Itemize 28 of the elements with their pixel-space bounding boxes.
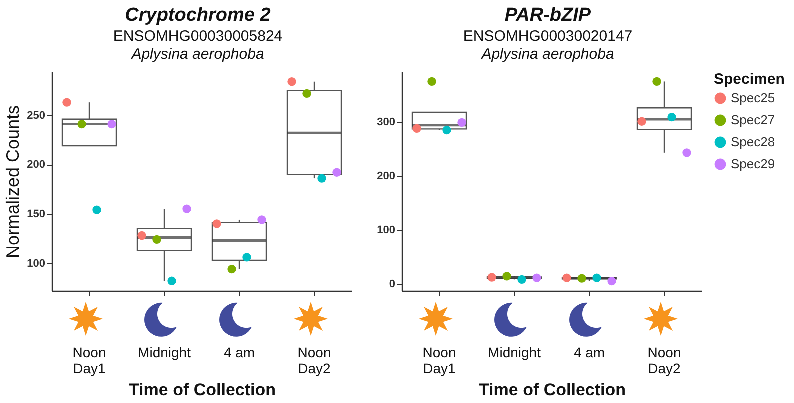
x-tick-label: Midnight (138, 344, 192, 360)
legend-title: Specimen (714, 71, 785, 88)
chart-subtitle: ENSOMHG00030005824 Aplysina aerophoba (112, 28, 284, 64)
chart-title: Cryptochrome 2 (124, 4, 272, 28)
y-tick-label: 200 (377, 170, 396, 183)
chart-subtitle: ENSOMHG00030020147 Aplysina aerophoba (462, 28, 634, 64)
legend-label: Spec25 (731, 90, 776, 106)
x-tick-label: Noon Day2 (298, 344, 332, 376)
x-axis-title: Time of Collection (478, 380, 626, 400)
x-axis-title: Time of Collection (128, 380, 276, 400)
x-tick-label: Noon Day1 (422, 344, 456, 376)
y-tick-label: 300 (377, 116, 396, 129)
legend-label: Spec28 (731, 134, 776, 150)
y-tick-label: 100 (27, 258, 46, 270)
y-tick-label: 150 (27, 208, 46, 221)
y-tick-label: 200 (27, 159, 46, 172)
y-axis-title: Normalized Counts (3, 105, 24, 259)
legend-label: Spec29 (731, 156, 776, 172)
x-tick-label: 4 am (224, 344, 256, 360)
x-tick-label: Noon Day1 (72, 344, 106, 376)
x-tick-label: Noon Day2 (648, 344, 682, 376)
y-tick-label: 100 (377, 224, 396, 237)
legend-label: Spec27 (731, 112, 776, 128)
x-tick-label: Midnight (488, 344, 542, 360)
y-tick-label: 0 (389, 278, 396, 290)
y-tick-label: 250 (27, 110, 46, 122)
x-tick-label: 4 am (574, 344, 606, 360)
chart-title: PAR-bZIP (504, 4, 592, 28)
